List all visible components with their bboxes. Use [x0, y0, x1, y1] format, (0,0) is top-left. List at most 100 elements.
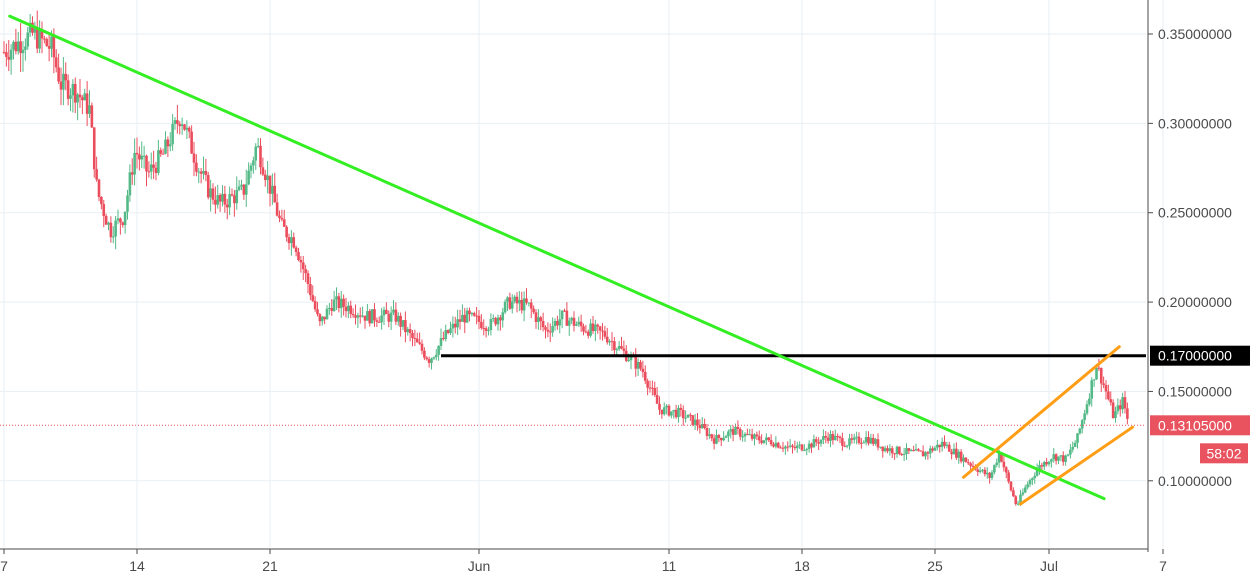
candle-down [651, 387, 654, 389]
candle-down [867, 437, 870, 444]
candle-down [907, 448, 911, 451]
candle-down [318, 314, 322, 322]
candle-up [149, 164, 153, 172]
candle-down [791, 445, 794, 447]
candle-down [259, 145, 262, 168]
candle-up [347, 305, 350, 312]
candle-up [807, 443, 811, 450]
candle-up [1052, 454, 1056, 460]
candle-down [917, 449, 920, 451]
candle-up [1028, 479, 1032, 485]
candle-down [458, 319, 462, 322]
countdown-bg [1200, 443, 1248, 464]
candle-up [247, 170, 250, 185]
candle-up [249, 165, 253, 171]
candle-down [330, 307, 334, 311]
candle-down [100, 197, 103, 205]
candle-down [871, 437, 875, 444]
candle-up [366, 311, 369, 321]
candle-up [197, 171, 201, 173]
candle-down [667, 405, 671, 416]
candle-down [596, 324, 600, 327]
candle-down [7, 56, 11, 60]
candle-up [470, 313, 474, 315]
candle-down [484, 328, 488, 331]
candle-up [1023, 487, 1027, 493]
candle-down [192, 153, 196, 163]
trendline-channel-upper[interactable] [962, 345, 1121, 479]
candle-down [698, 425, 702, 429]
candle-up [670, 411, 673, 416]
candle-down [183, 124, 186, 130]
candle-down [660, 409, 664, 415]
candle-down [610, 341, 614, 343]
candle-down [1000, 453, 1003, 462]
candle-up [235, 189, 239, 204]
candle-up [114, 220, 117, 237]
candle-up [252, 160, 255, 166]
grid [0, 0, 1164, 548]
candle-down [73, 83, 77, 103]
candle-up [1057, 456, 1060, 461]
candle-down [541, 321, 545, 328]
candle-down [268, 175, 272, 194]
candle-up [69, 95, 72, 99]
candle-down [971, 465, 975, 467]
candle-up [812, 439, 816, 448]
candle-up [1088, 398, 1091, 405]
candle-down [287, 237, 291, 244]
candle-up [902, 454, 906, 456]
candle-up [722, 437, 725, 441]
trendline-descending[interactable] [8, 14, 1106, 501]
candle-down [1054, 454, 1058, 461]
candle-down [1104, 384, 1108, 392]
candle-down [969, 463, 972, 466]
candle-up [615, 349, 619, 351]
candle-down [1118, 405, 1122, 410]
candle-down [453, 323, 457, 328]
candle-down [233, 195, 236, 204]
candle-down [643, 371, 647, 381]
y-tick-label: 0.15000000 [1158, 383, 1232, 399]
candle-down [955, 448, 958, 458]
candle-down [138, 154, 141, 160]
candle-down [187, 127, 191, 132]
candle-down [886, 448, 889, 452]
candle-down [641, 368, 645, 372]
candle-down [14, 41, 18, 52]
candle-down [214, 199, 217, 205]
candle-up [254, 146, 258, 161]
candle-down [947, 444, 951, 452]
candle-down [800, 444, 804, 451]
candle-up [594, 324, 597, 332]
candle-up [361, 315, 364, 317]
candle-down [1014, 496, 1018, 504]
candle-down [178, 123, 182, 127]
candle-up [290, 237, 293, 244]
trendline-channel-lower[interactable] [1019, 425, 1135, 506]
candle-up [62, 73, 65, 90]
candle-down [323, 316, 326, 320]
candle-down [119, 218, 122, 223]
candle-down [275, 202, 279, 216]
candle-up [914, 449, 918, 451]
candle-down [772, 444, 775, 447]
candle-down [145, 155, 148, 172]
candle-up [439, 338, 443, 346]
candle-up [1076, 433, 1079, 443]
candle-down [584, 331, 588, 333]
candle-up [434, 354, 438, 358]
candle-down [1004, 467, 1008, 473]
candle-up [164, 139, 167, 154]
candle-down [1102, 383, 1105, 385]
candle-down [534, 312, 538, 322]
x-tick-label: 18 [794, 558, 810, 574]
candle-up [228, 194, 231, 208]
candle-up [513, 296, 516, 302]
candle-down [190, 131, 193, 154]
candle-down [539, 317, 543, 322]
candle-up [171, 123, 174, 145]
candle-down [898, 446, 901, 454]
candle-up [168, 144, 172, 147]
